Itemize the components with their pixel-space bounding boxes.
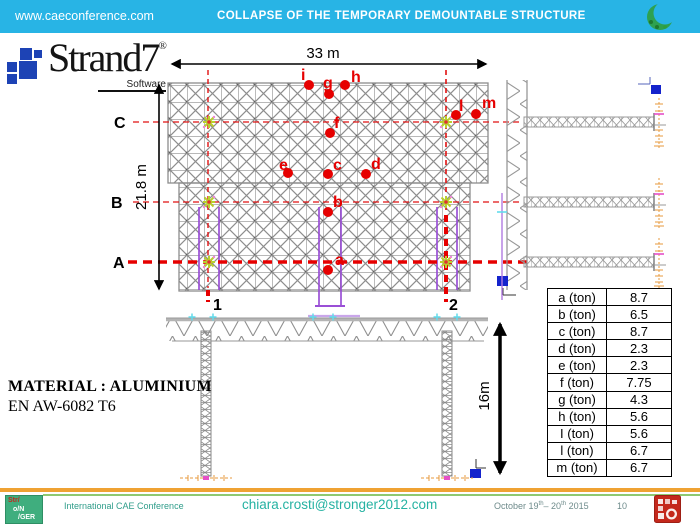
point-label-d: d [371,156,381,173]
cantilever-trusses [523,97,667,289]
material-line1: MATERIAL : ALUMINIUM [8,378,212,395]
footer-date-sup: th [538,501,544,507]
tower-bases [180,475,473,481]
row-label: g (ton) [548,391,607,408]
strand7-blocks-icon [7,48,42,84]
header-bar: www.caeconference.com COLLAPSE OF THE TE… [0,0,700,33]
table-row: f (ton) 7.75 [548,374,671,392]
seal-logo-icon [654,495,681,523]
row-label-A: A [113,255,125,272]
row-label: c (ton) [548,323,607,340]
footer-rule-green [43,493,700,496]
table-row: a (ton) 8.7 [548,289,671,307]
table-row: m (ton) 6.7 [548,459,671,478]
table-row: d (ton) 2.3 [548,340,671,358]
tower-2 [441,330,453,477]
slide-title: COLLAPSE OF THE TEMPORARY DEMOUNTABLE ST… [217,10,586,22]
table-row: e (ton) 2.3 [548,357,671,375]
point-label-g: g [323,75,333,92]
footer-date-sup: th [561,501,567,507]
point-label-c: c [333,157,342,174]
row-value: 4.3 [629,392,649,408]
strand7-software-label: Software [98,79,166,92]
point-dots [283,80,481,275]
row-label: b (ton) [548,306,607,323]
registered-mark: ® [158,40,167,52]
stronger-logo: Str/ o/N /GER [5,495,43,524]
row-value: 2.3 [629,340,649,356]
footer-date: October 19th– 20th 2015 [494,501,589,511]
row-value: 8.7 [629,323,649,339]
col-label-2: 2 [449,297,458,314]
load-table: a (ton) 8.7 b (ton) 6.5 c (ton) 8.7 d (ton)… [547,288,672,478]
material-note: MATERIAL : ALUMINIUM EN AW-6082 T6 [8,378,212,416]
row-label: e (ton) [548,357,607,374]
table-row: h (ton) 5.6 [548,408,671,426]
row-label: a (ton) [548,289,607,306]
point-label-i: i [301,67,305,84]
point-label-e: e [279,157,288,174]
row-label: I (ton) [548,425,607,442]
material-line2: EN AW-6082 T6 [8,398,116,415]
col-label-1: 1 [213,297,222,314]
truss-grid-lower-band [178,182,471,292]
conference-url: www.caeconference.com [15,9,154,23]
point-label-b: b [333,194,343,211]
footer-conference-name: International CAE Conference [64,501,184,511]
row-label: h (ton) [548,408,607,425]
row-label: m (ton) [548,459,607,477]
point-label-l: l [459,98,463,115]
table-row: l (ton) 6.7 [548,442,671,460]
strand7-wordmark: Strand7® [48,35,167,80]
purple-columns [198,207,458,307]
footer-rule-orange [0,488,700,492]
row-value: 8.7 [629,289,649,305]
point-label-h: h [351,69,361,86]
row-value: 2.3 [629,357,649,373]
row-label: l (ton) [548,442,607,459]
point-label-f: f [334,115,340,132]
stronger-logo-line: o/N [13,505,25,513]
table-row: I (ton) 5.6 [548,425,671,443]
row-value: 5.6 [629,426,649,442]
strand7-logo: Strand7® Software [6,35,186,102]
table-row: b (ton) 6.5 [548,306,671,324]
row-label-B: B [111,195,123,212]
table-row: g (ton) 4.3 [548,391,671,409]
dim-label-16m: 16m [476,381,493,410]
footer-date-part: 2015 [566,501,589,511]
row-label: d (ton) [548,340,607,357]
table-row: c (ton) 8.7 [548,323,671,341]
stronger-logo-line: /GER [18,514,36,521]
footer-date-part: October 19 [494,501,539,511]
row-value: 7.75 [626,375,652,391]
cae-crescent-icon [647,1,677,30]
row-value: 5.6 [629,409,649,425]
footer-date-part: – 20 [543,501,562,511]
stronger-logo-line: Str/ [8,497,20,504]
row-label: f (ton) [548,374,607,391]
row-value: 6.7 [629,460,649,476]
row-value: 6.7 [629,443,649,459]
dim-label-21-8m: 21.8 m [133,164,150,210]
point-label-m: m [482,95,496,112]
row-value: 6.5 [629,306,649,322]
edge-mast [506,80,528,290]
footer-email: chiara.crosti@stronger2012.com [242,497,438,512]
page-number: 10 [617,501,628,511]
ground-truss [166,317,488,342]
row-label-C: C [114,115,126,132]
dim-label-33m: 33 m [306,45,339,62]
point-label-a: a [335,252,344,269]
